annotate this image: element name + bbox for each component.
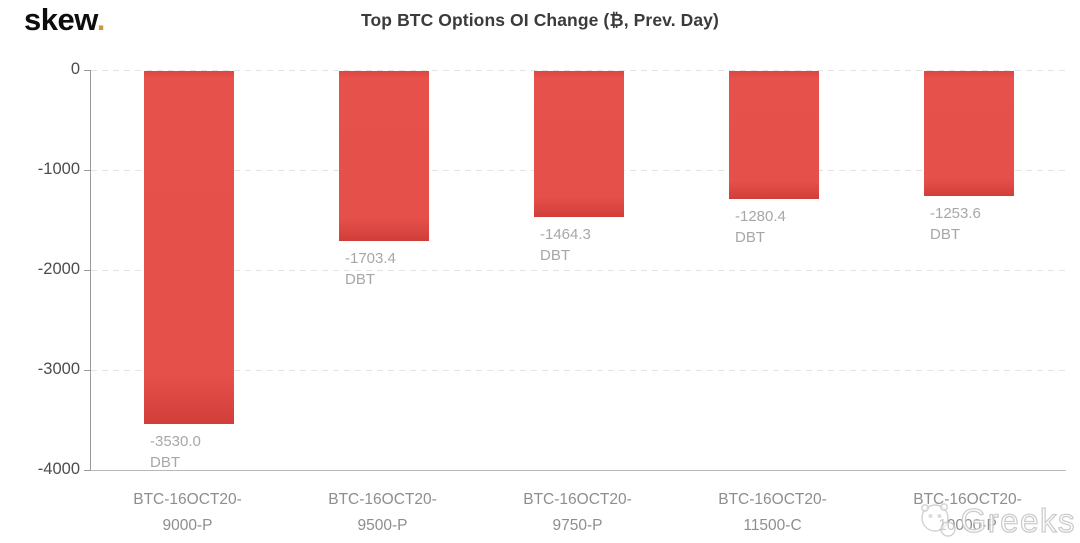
bar xyxy=(144,71,234,424)
bar-value-label: -1253.6 DBT xyxy=(930,205,981,243)
bar-value-label: -1703.4 DBT xyxy=(345,250,396,288)
y-tick-mark xyxy=(84,170,90,171)
skew-logo: skew. xyxy=(24,2,105,38)
x-category-label: BTC-16OCT20- 11500-C xyxy=(718,491,827,534)
gridline xyxy=(91,270,1066,271)
bar-value-label: -1280.4 DBT xyxy=(735,208,786,246)
y-tick-label: -4000 xyxy=(37,460,80,478)
x-category-label: BTC-16OCT20- 10000-P xyxy=(913,491,1022,534)
y-axis: 0 -1000 -2000 -3000 -4000 xyxy=(0,60,80,478)
skew-logo-dot: . xyxy=(96,2,106,37)
x-category-label: BTC-16OCT20- 9750-P xyxy=(523,491,632,534)
bar-value-label: -1464.3 DBT xyxy=(540,226,591,264)
y-tick-label: -2000 xyxy=(37,260,80,278)
y-tick-mark xyxy=(84,270,90,271)
skew-logo-text: skew xyxy=(24,2,97,37)
x-category-label: BTC-16OCT20- 9500-P xyxy=(328,491,437,534)
bar xyxy=(729,71,819,199)
bar xyxy=(534,71,624,217)
y-tick-mark xyxy=(84,370,90,371)
bar xyxy=(924,71,1014,196)
x-category-label: BTC-16OCT20- 9000-P xyxy=(133,491,242,534)
bar xyxy=(339,71,429,241)
y-tick-mark xyxy=(84,470,90,471)
x-axis: BTC-16OCT20- 9000-P BTC-16OCT20- 9500-P BT… xyxy=(90,487,1065,543)
plot-area: -3530.0 DBT -1703.4 DBT -1464.3 DBT -1280.4… xyxy=(84,70,1066,471)
y-tick-label: -1000 xyxy=(37,160,80,178)
gridline xyxy=(91,70,1066,71)
gridline xyxy=(91,370,1066,371)
bar-value-label: -3530.0 DBT xyxy=(150,433,201,471)
y-tick-label: -3000 xyxy=(37,360,80,378)
chart-title: Top BTC Options OI Change (₿, Prev. Day) xyxy=(361,10,719,30)
y-tick-label: 0 xyxy=(70,60,80,78)
y-tick-mark xyxy=(84,70,90,71)
